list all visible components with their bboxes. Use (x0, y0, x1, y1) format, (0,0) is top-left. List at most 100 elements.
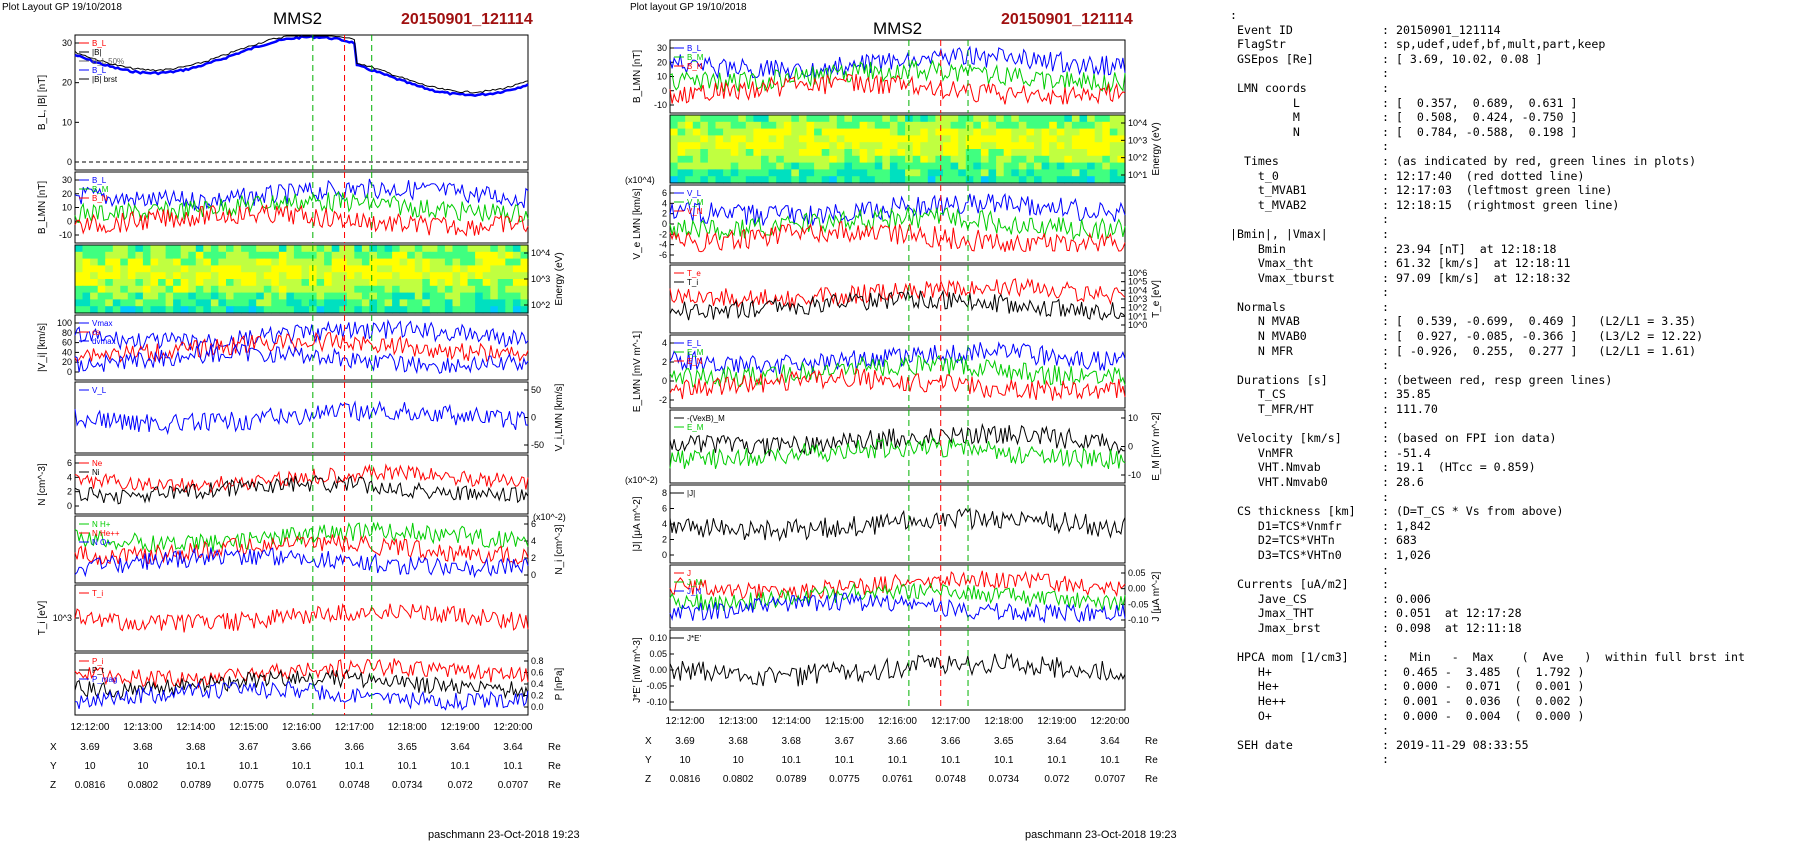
spectrogram-cell (142, 299, 152, 307)
panel-frame (74, 584, 529, 652)
info-key: Vmax_tht (1230, 256, 1314, 271)
spectrogram-cell (346, 251, 355, 260)
spectrogram-cell (226, 279, 235, 287)
spectrogram-cell (482, 285, 491, 294)
spectrogram-cell (361, 245, 371, 253)
spectrogram-cell (399, 265, 408, 273)
spectrogram-cell (730, 135, 739, 143)
spectrogram-cell (1018, 155, 1027, 164)
spectrogram-cell (920, 135, 929, 143)
spectrogram-cell (1049, 149, 1058, 157)
info-value: : (between red, resp green lines) (1382, 372, 1613, 387)
spectrogram-cell (195, 251, 204, 260)
y-tick-right-label: 10^3 (1128, 294, 1147, 304)
spectrogram-cell (112, 258, 121, 266)
spectrogram-cell (150, 265, 159, 273)
spectrogram-cell (1109, 155, 1118, 164)
spectrogram-cell (920, 142, 929, 150)
y-tick-right-label: 10 (1128, 413, 1138, 423)
spectrogram-cell (927, 162, 936, 170)
y-tick-label: 30 (62, 38, 72, 48)
left-panel-8: 0.80.60.40.20.0P [nPa]P_iP_tP_mag (74, 652, 565, 716)
spectrogram-cell (195, 279, 204, 287)
spectrogram-cell (158, 258, 167, 266)
spectrogram-cell (1034, 135, 1043, 143)
spectrogram-cell (150, 285, 159, 294)
legend-label: T_e (687, 269, 701, 278)
spectrogram-cell (867, 155, 876, 164)
spectrogram-cell (512, 299, 522, 307)
spectrogram-cell (392, 279, 401, 287)
spectrogram-cell (836, 176, 845, 184)
spectrogram-cell (768, 128, 777, 136)
series-line (669, 207, 1126, 242)
spectrogram-cell (286, 292, 295, 300)
y-tick-label: 2 (662, 357, 667, 367)
spectrogram-cell (127, 299, 136, 307)
coord-value: 0.0761 (286, 780, 317, 791)
coord-unit: Re (548, 761, 561, 772)
spectrogram-cell (707, 149, 717, 157)
spectrogram-cell (407, 245, 416, 253)
spectrogram-cell (301, 292, 310, 300)
spectrogram-cell (301, 251, 310, 260)
series-line (669, 354, 1126, 388)
coord-value: 3.66 (941, 736, 961, 747)
spectrogram-cell (745, 176, 754, 184)
spectrogram-cell (950, 128, 959, 136)
coord-value: 10.1 (345, 761, 365, 772)
info-value: : (1382, 212, 1389, 227)
spectrogram-cell (429, 272, 438, 280)
spectrogram-cell (422, 285, 431, 294)
spectrogram-cell (158, 265, 167, 273)
coord-value: 3.64 (503, 742, 523, 753)
spectrogram-cell (226, 272, 235, 280)
spectrogram-cell (520, 279, 529, 287)
spectrogram-cell (218, 245, 227, 253)
info-value: : (1382, 752, 1389, 767)
spectrogram-cell (882, 176, 891, 184)
coord-value: 10.1 (450, 761, 470, 772)
spectrogram-cell (1034, 115, 1043, 123)
spectrogram-cell (316, 245, 325, 253)
spectrogram-cell (1041, 115, 1050, 123)
series-line (669, 436, 1126, 470)
info-key: H+ (1230, 664, 1272, 679)
spectrogram-cell (203, 299, 212, 307)
y-tick-label: 2 (662, 535, 667, 545)
spectrogram-cell (75, 306, 84, 314)
spectrogram-cell (935, 121, 944, 130)
spectrogram-cell (821, 149, 830, 157)
spectrogram-cell (278, 285, 288, 294)
spectrogram-cell (745, 121, 754, 130)
spectrogram-cell (715, 155, 724, 164)
spectrogram-cell (407, 279, 416, 287)
spectrogram-cell (392, 272, 401, 280)
spectrogram-cell (218, 292, 227, 300)
x-tick-label: 12:12:00 (71, 722, 110, 733)
spectrogram-cell (127, 292, 136, 300)
info-value: : (1382, 285, 1389, 300)
spectrogram-cell (670, 169, 679, 177)
spectrogram-cell (165, 272, 174, 280)
spectrogram-cell (316, 279, 325, 287)
series-line (74, 463, 529, 494)
info-key: HPCA mom [1/cm3] (1230, 650, 1349, 665)
spectrogram-cell (723, 162, 732, 170)
spectrogram-cell (707, 128, 717, 136)
spectrogram-cell (188, 306, 197, 314)
y-tick-label: -2 (659, 229, 667, 239)
left-coords-table: X 3.69 3.68 3.68 3.67 3.66 3.66 3.65 3.64 3.64 ReY… (50, 742, 561, 791)
spectrogram-cell (943, 176, 952, 184)
spectrogram-cell (188, 279, 197, 287)
spectrogram-cell (1071, 121, 1081, 130)
spectrogram-cell (105, 306, 114, 314)
spectrogram-cell (180, 245, 189, 253)
spectrogram-cell (852, 121, 861, 130)
spectrogram-cell (829, 115, 838, 123)
spectrogram-cell (384, 245, 393, 253)
spectrogram-cell (127, 265, 136, 273)
x-tick-label: 12:20:00 (1091, 716, 1130, 727)
spectrogram-cell (414, 306, 423, 314)
